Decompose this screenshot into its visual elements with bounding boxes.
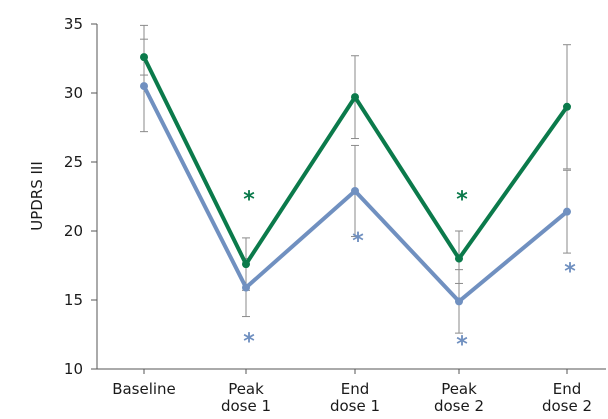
x-tick-label-line: dose 1 [330,397,380,415]
x-tick-label-line: dose 2 [542,397,592,415]
data-point [455,297,463,306]
data-point [455,254,463,263]
x-tick-label-line: End [553,380,582,398]
significance-markers: * * * * * * [243,188,576,358]
y-tick-label: 35 [64,15,83,33]
x-tick-label: End dose 1 [330,380,380,415]
significance-marker: * [243,330,255,355]
x-tick-label: Peak dose 1 [221,380,271,415]
x-tick-label: Peak dose 2 [434,380,484,415]
y-ticks: 10 15 20 25 30 35 [64,15,97,378]
significance-marker: * [243,188,255,213]
x-tick-label: Baseline [112,380,176,398]
data-point [351,186,359,195]
significance-marker: * [456,332,468,357]
significance-marker: * [352,229,364,254]
data-point [242,260,250,269]
x-tick-label: End dose 2 [542,380,592,415]
data-point [140,82,148,91]
x-tick-label-line: End [341,380,370,398]
series-lines [140,53,571,306]
data-point [563,207,571,216]
x-tick-label-line: Peak [228,380,264,398]
x-tick-label-line: dose 1 [221,397,271,415]
y-tick-label: 25 [64,153,83,171]
significance-marker: * [564,259,576,284]
data-point [140,53,148,62]
data-point [351,93,359,102]
y-axis-label: UPDRS III [28,161,46,231]
data-point [242,283,250,292]
data-point [563,102,571,111]
y-tick-label: 10 [64,360,83,378]
y-tick-label: 20 [64,222,83,240]
axes [96,24,606,370]
x-tick-label-line: Peak [441,380,477,398]
x-tick-label-line: dose 2 [434,397,484,415]
significance-marker: * [456,188,468,213]
y-tick-label: 30 [64,84,83,102]
y-tick-label: 15 [64,291,83,309]
x-tick-label-line: Baseline [112,380,176,398]
